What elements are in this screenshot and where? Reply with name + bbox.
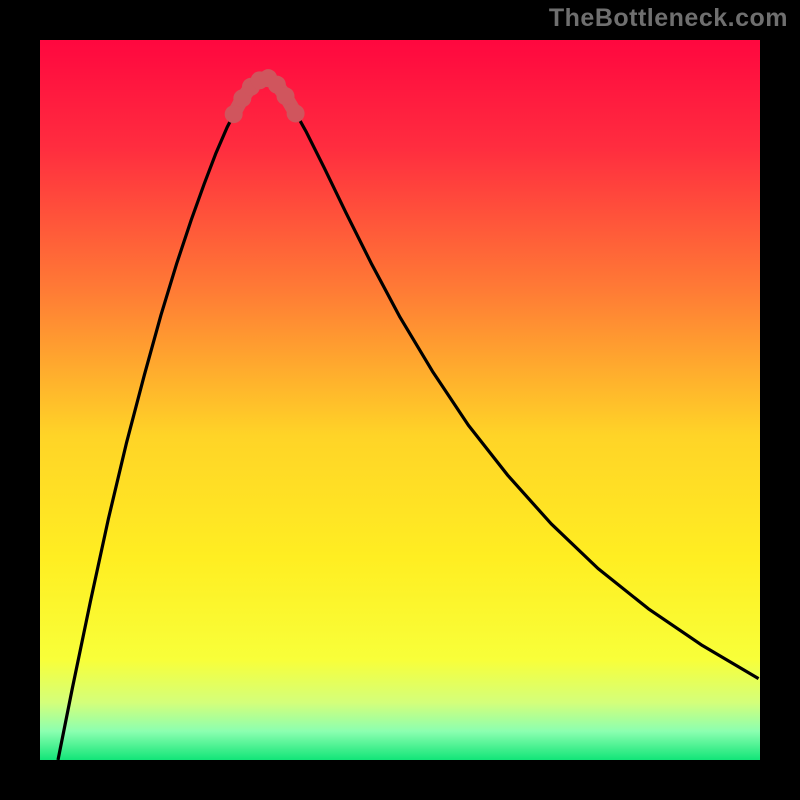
watermark-text: TheBottleneck.com (549, 4, 788, 33)
highlight-dot (287, 104, 305, 122)
plot-area (40, 40, 760, 760)
figure-root: TheBottleneck.com (0, 0, 800, 800)
plot-svg (40, 40, 760, 760)
highlight-dot (277, 87, 295, 105)
gradient-background (40, 40, 760, 760)
highlight-dot (225, 105, 243, 123)
